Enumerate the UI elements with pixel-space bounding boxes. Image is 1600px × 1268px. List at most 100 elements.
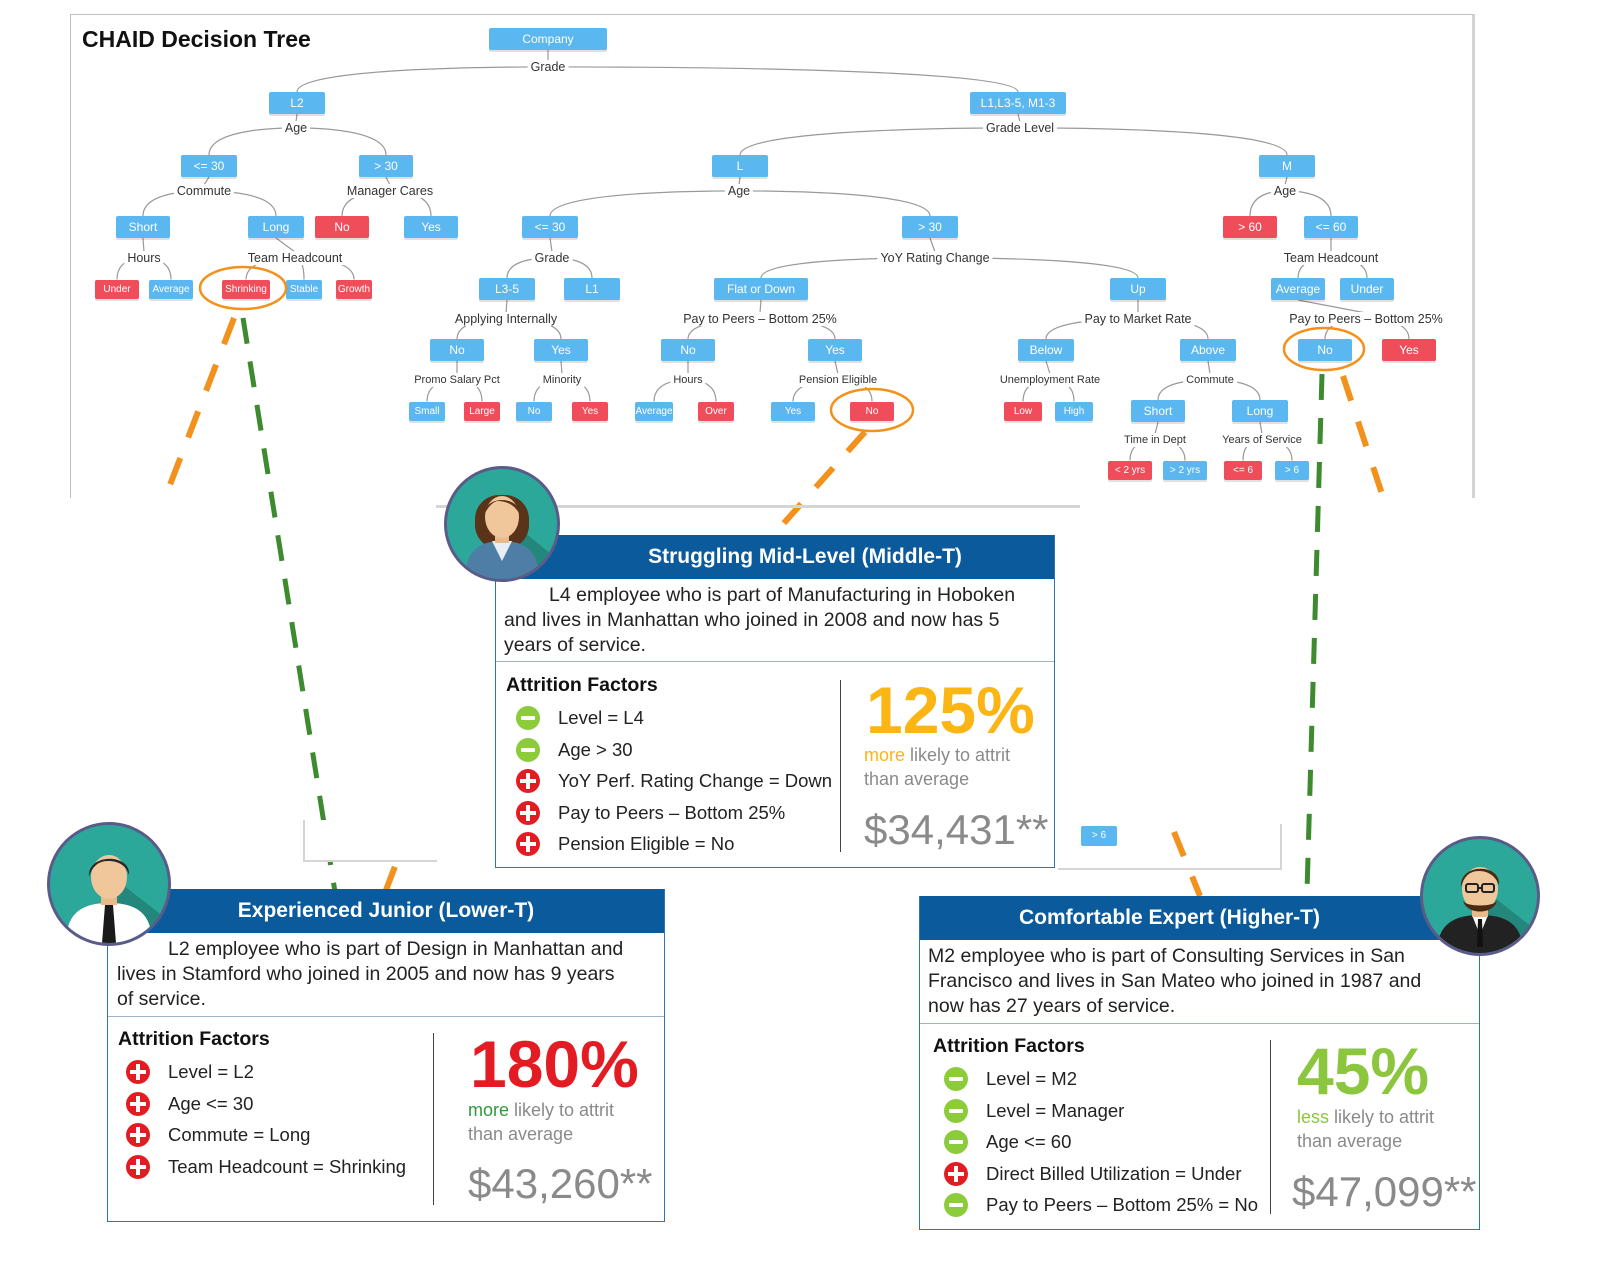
factor-text: Pension Eligible = No (558, 833, 735, 854)
description-line: lives in Stamford who joined in 2005 and… (117, 963, 615, 985)
tree-node-no_mc: No (315, 216, 369, 238)
factors-title: Attrition Factors (506, 674, 658, 696)
tree-node-l35: L3-5 (479, 278, 535, 300)
plus-circle-icon (516, 769, 540, 793)
tree-node-no_pp: No (661, 339, 715, 361)
tree-node-no_pe: No (850, 401, 894, 421)
attrition-cost: $47,099** (1292, 1168, 1477, 1215)
card-divider (108, 1016, 664, 1017)
tree-edge (275, 237, 296, 253)
tree-edge (142, 237, 145, 253)
attrition-factor: Age <= 60 (944, 1127, 1071, 1157)
split-label-s_ptm: Pay to Market Rate (1081, 312, 1195, 326)
tree-node-short2: Short (1131, 400, 1185, 422)
tree-node-large: Large (464, 401, 500, 421)
tree-edge (1207, 360, 1211, 375)
card-vertical-divider (840, 680, 841, 852)
tree-node-average3: Average (635, 401, 673, 421)
tree-node-low: Low (1004, 401, 1042, 421)
split-label-s_applying: Applying Internally (451, 312, 561, 326)
tree-node-growth: Growth (336, 279, 372, 299)
tree-node-gt30a: > 30 (359, 155, 413, 177)
factor-text: Level = Manager (986, 1099, 1125, 1121)
tree-edge (738, 176, 741, 186)
tree-node-high: High (1055, 401, 1093, 421)
split-label-s_minority: Minority (539, 373, 585, 387)
minus-circle-icon (516, 706, 540, 730)
split-label-s_gradelevel: Grade Level (982, 121, 1058, 135)
minus-circle-icon (944, 1098, 968, 1123)
description-line: M2 employee who is part of Consulting Se… (928, 945, 1405, 967)
factor-text: Level = L2 (168, 1061, 254, 1082)
factor-text: YoY Perf. Rating Change = Down (558, 770, 833, 791)
tree-node-l1: L1 (564, 278, 620, 300)
attrition-factor: Pay to Peers – Bottom 25% = No (944, 1190, 1258, 1220)
direction-word: less (1297, 1107, 1330, 1127)
split-label-s_commute1: Commute (173, 184, 235, 198)
avatar-man-tie (47, 822, 171, 946)
attrition-factor: Level = Manager (944, 1096, 1124, 1126)
factors-title: Attrition Factors (118, 1028, 270, 1050)
tree-edge (385, 176, 391, 186)
green-dash-line (1304, 373, 1325, 893)
split-label-s_age1: Age (281, 121, 311, 135)
tree-edge (295, 113, 298, 123)
attrition-factor: Level = L4 (516, 703, 644, 733)
ghost-panel (303, 820, 437, 862)
attrition-factor: Commute = Long (126, 1120, 310, 1150)
description-line: years of service. (504, 634, 646, 656)
tree-edge (929, 237, 936, 253)
tree-node-flat: Flat or Down (714, 278, 808, 300)
likely-line: likely to attrit (905, 745, 1011, 765)
tree-node-le6: <= 6 (1224, 460, 1262, 480)
tree-edge (549, 237, 553, 253)
description-line: L4 employee who is part of Manufacturing… (549, 584, 1016, 606)
tree-edge (547, 66, 1019, 93)
attrition-factor: Team Headcount = Shrinking (126, 1152, 406, 1182)
factor-text: Age > 30 (558, 738, 633, 760)
likely-text: more likely to attrit than average (468, 1098, 614, 1146)
tree-node-lt2: < 2 yrs (1108, 460, 1152, 480)
tree-node-up: Up (1110, 278, 1166, 300)
tree-node-no_min: No (516, 401, 552, 421)
plus-circle-icon (126, 1123, 150, 1147)
attrition-factor: Level = M2 (944, 1064, 1077, 1094)
tree-node-no_ai: No (430, 339, 484, 361)
factor-text: Pay to Peers – Bottom 25% = No (986, 1194, 1258, 1215)
direction-word: more (468, 1100, 510, 1120)
minus-circle-icon (944, 1067, 968, 1091)
attrition-factor: Age > 30 (516, 735, 633, 765)
tree-node-gt6: > 6 (1275, 460, 1309, 480)
tree-edge (560, 360, 563, 375)
orange-dash-line (165, 316, 237, 492)
split-label-s_unemp: Unemployment Rate (996, 373, 1104, 387)
description-line: of service. (117, 988, 206, 1010)
tree-node-le60: <= 60 (1304, 216, 1358, 238)
tree-node-no_pp2: No (1298, 339, 1352, 361)
split-label-s_yoy: YoY Rating Change (877, 251, 993, 265)
tree-node-under2: Under (1340, 278, 1394, 300)
tree-node-yes_pp2: Yes (1382, 339, 1436, 361)
attrition-factor: Direct Billed Utilization = Under (944, 1159, 1242, 1189)
ghost-panel (1058, 824, 1282, 870)
tree-edge (1045, 360, 1051, 375)
tree-edge (1284, 176, 1288, 186)
tree-node-avg2: Average (1271, 278, 1325, 300)
factor-text: Level = L4 (558, 707, 644, 728)
split-label-s_timedept: Time in Dept (1121, 433, 1189, 447)
tree-node-shrink: Shrinking (222, 279, 270, 299)
factor-text: Team Headcount = Shrinking (168, 1155, 407, 1177)
tree-edge (834, 360, 839, 375)
split-label-s_hours2: Hours (670, 373, 706, 387)
tree-node-le30b: <= 30 (522, 216, 578, 238)
orange-dash-line (1171, 830, 1203, 898)
factor-text: Pay to Peers – Bottom 25% (558, 801, 786, 823)
split-label-s_yos: Years of Service (1219, 433, 1305, 447)
split-label-s_teamhc2: Team Headcount (1280, 251, 1382, 265)
attrition-factor: Pension Eligible = No (516, 829, 734, 859)
persona-description: L2 employee who is part of Design in Man… (117, 937, 623, 1012)
tree-node-avg1: Average (149, 279, 193, 299)
plus-circle-icon (944, 1161, 968, 1186)
persona-description: M2 employee who is part of Consulting Se… (928, 944, 1421, 1019)
tree-node-short1: Short (116, 216, 170, 238)
